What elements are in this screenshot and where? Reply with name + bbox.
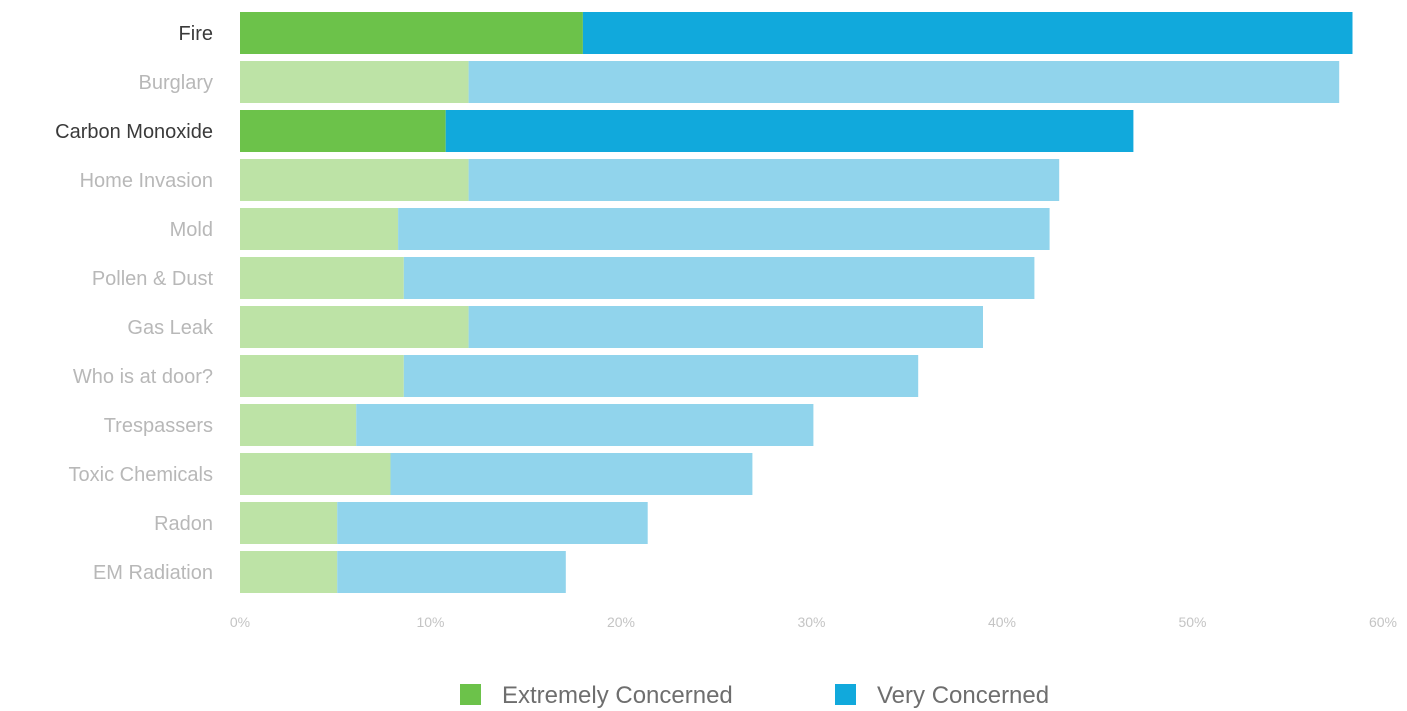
bar-segment-extremely-concerned — [240, 306, 469, 348]
bar-segment-extremely-concerned — [240, 110, 446, 152]
legend-swatch — [835, 684, 856, 705]
x-axis-ticks: 0% 10% 20% 30% 40% 50% 60% — [230, 614, 1397, 630]
legend-swatch — [460, 684, 481, 705]
bar-segment-extremely-concerned — [240, 12, 583, 54]
x-tick-label: 50% — [1178, 614, 1206, 630]
bar-segment-extremely-concerned — [240, 257, 404, 299]
bar-segment-very-concerned — [356, 404, 814, 446]
bars-group — [240, 12, 1353, 593]
bar-segment-extremely-concerned — [240, 208, 399, 250]
legend-label: Extremely Concerned — [502, 682, 733, 709]
category-label: Pollen & Dust — [92, 268, 214, 290]
category-label: Trespassers — [104, 415, 213, 437]
category-label: Carbon Monoxide — [55, 121, 213, 143]
bar-segment-very-concerned — [403, 355, 919, 397]
category-label: Fire — [179, 23, 213, 45]
x-tick-label: 0% — [230, 614, 250, 630]
bar-segment-very-concerned — [337, 502, 648, 544]
bar-segment-very-concerned — [403, 257, 1035, 299]
category-label: Mold — [170, 219, 213, 241]
bar-segment-extremely-concerned — [240, 404, 357, 446]
bar-segment-very-concerned — [337, 551, 566, 593]
bar-segment-extremely-concerned — [240, 453, 391, 495]
bar-segment-very-concerned — [582, 12, 1353, 54]
bar-segment-very-concerned — [390, 453, 753, 495]
category-label: Who is at door? — [73, 366, 213, 388]
bar-segment-very-concerned — [445, 110, 1134, 152]
category-label: Toxic Chemicals — [69, 464, 213, 486]
category-labels: Fire Burglary Carbon Monoxide Home Invasion… — [55, 23, 214, 584]
category-label: Gas Leak — [127, 317, 214, 339]
legend: Extremely Concerned Very Concerned — [460, 682, 1049, 709]
bar-segment-very-concerned — [398, 208, 1050, 250]
x-tick-label: 20% — [607, 614, 635, 630]
bar-segment-very-concerned — [468, 159, 1060, 201]
legend-label: Very Concerned — [877, 682, 1049, 709]
x-tick-label: 60% — [1369, 614, 1397, 630]
x-tick-label: 10% — [416, 614, 444, 630]
bar-segment-very-concerned — [468, 61, 1340, 103]
category-label: Radon — [154, 513, 213, 535]
bar-segment-extremely-concerned — [240, 551, 338, 593]
bar-segment-extremely-concerned — [240, 61, 469, 103]
x-tick-label: 40% — [988, 614, 1016, 630]
bar-segment-extremely-concerned — [240, 159, 469, 201]
bar-segment-extremely-concerned — [240, 502, 338, 544]
bar-segment-extremely-concerned — [240, 355, 404, 397]
category-label: Home Invasion — [80, 170, 213, 192]
bar-segment-very-concerned — [468, 306, 984, 348]
x-tick-label: 30% — [797, 614, 825, 630]
category-label: Burglary — [139, 72, 213, 94]
category-label: EM Radiation — [93, 562, 213, 584]
